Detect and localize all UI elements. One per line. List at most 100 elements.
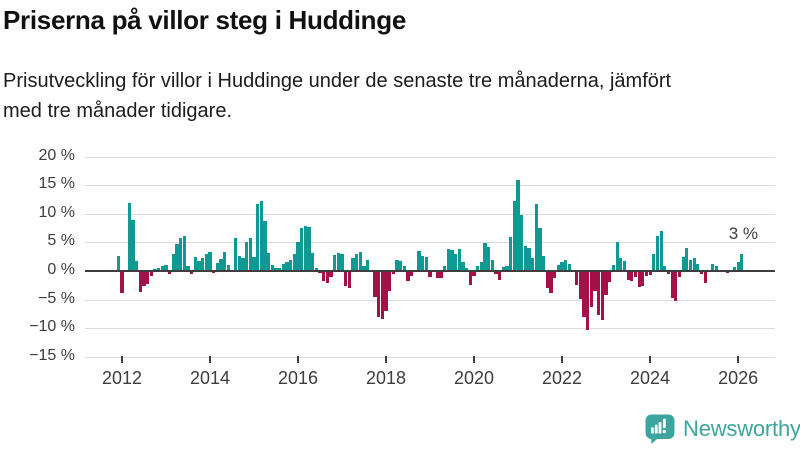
zero-axis-line [85, 269, 775, 273]
newsworthy-speech-bubble-barchart-icon [645, 414, 675, 444]
bar [652, 254, 656, 271]
bar [116, 256, 120, 271]
bar [402, 265, 406, 271]
bar [666, 271, 670, 275]
bar [619, 258, 623, 271]
bar [685, 248, 689, 271]
bar [699, 271, 703, 275]
y-gridline [85, 242, 775, 244]
y-gridline [85, 299, 775, 301]
bar [534, 203, 538, 271]
bar [263, 221, 267, 271]
bar [391, 271, 395, 274]
bar [597, 271, 601, 315]
bar [201, 258, 205, 271]
bar [703, 271, 707, 283]
bar [344, 271, 348, 286]
bar [659, 231, 663, 271]
bar [241, 257, 245, 271]
bar [256, 203, 260, 271]
bar [373, 271, 377, 298]
x-tick-mark [385, 356, 387, 363]
bar [219, 259, 223, 271]
bar [465, 268, 469, 271]
latest-value-label: 3 % [728, 224, 758, 243]
page-title: Priserna på villor steg i Huddinge [3, 5, 407, 35]
bar [476, 266, 480, 271]
bar [270, 265, 274, 271]
bar [578, 271, 582, 299]
bar [538, 227, 542, 271]
x-tick-mark [209, 356, 211, 363]
bar [688, 259, 692, 271]
bar [560, 262, 564, 271]
bar [296, 242, 300, 271]
bar [468, 271, 472, 286]
page-subtitle: Prisutveckling för villor i Huddinge und… [3, 70, 672, 122]
bar [358, 251, 362, 271]
bar [611, 265, 615, 271]
bar [582, 271, 586, 317]
bar [630, 271, 634, 282]
bar [472, 271, 476, 276]
bar [307, 227, 311, 271]
bar [190, 271, 194, 275]
bar [281, 264, 285, 271]
bar [226, 265, 230, 271]
bar [131, 220, 135, 271]
x-tick-mark [297, 356, 299, 363]
bar [428, 271, 432, 277]
bar [171, 254, 175, 271]
bar [186, 265, 190, 271]
bar [710, 264, 714, 271]
x-tick-label: 2024 [629, 368, 671, 388]
y-tick-label: −15 % [29, 346, 75, 364]
bar [388, 271, 392, 291]
bar [340, 253, 344, 271]
bar [377, 271, 381, 317]
bar [608, 271, 612, 283]
bar [410, 271, 414, 277]
bar [421, 256, 425, 271]
bar [505, 266, 509, 271]
x-tick-label: 2022 [541, 368, 583, 388]
bar [527, 248, 531, 271]
y-gridline [85, 328, 775, 330]
bar [439, 271, 443, 278]
bar [333, 255, 337, 271]
bar [362, 265, 366, 271]
bar [278, 267, 282, 271]
bar [732, 267, 736, 271]
bar [208, 251, 212, 271]
bar [248, 238, 252, 271]
bar [395, 260, 399, 271]
bar [549, 271, 553, 293]
bar [655, 235, 659, 271]
y-tick-label: 5 % [47, 232, 75, 250]
bar [197, 261, 201, 271]
x-tick-label: 2016 [277, 368, 319, 388]
x-tick-label: 2018 [365, 368, 407, 388]
bar [714, 266, 718, 271]
bar [509, 236, 513, 271]
bar [300, 227, 304, 271]
bar [443, 265, 447, 271]
newsworthy-brand[interactable]: Newsworthy [645, 414, 800, 444]
bar [182, 235, 186, 271]
bar [164, 264, 168, 271]
bar [347, 271, 351, 289]
bar [454, 253, 458, 271]
bar [138, 271, 142, 292]
bar [677, 271, 681, 277]
bar [644, 271, 648, 277]
bar [604, 271, 608, 295]
bar [567, 263, 571, 271]
bar [175, 244, 179, 271]
bar [120, 271, 124, 294]
bar [575, 271, 579, 286]
bar [424, 257, 428, 271]
x-tick-mark [561, 356, 563, 363]
bar [523, 246, 527, 271]
bar [490, 259, 494, 271]
bar [234, 237, 238, 271]
